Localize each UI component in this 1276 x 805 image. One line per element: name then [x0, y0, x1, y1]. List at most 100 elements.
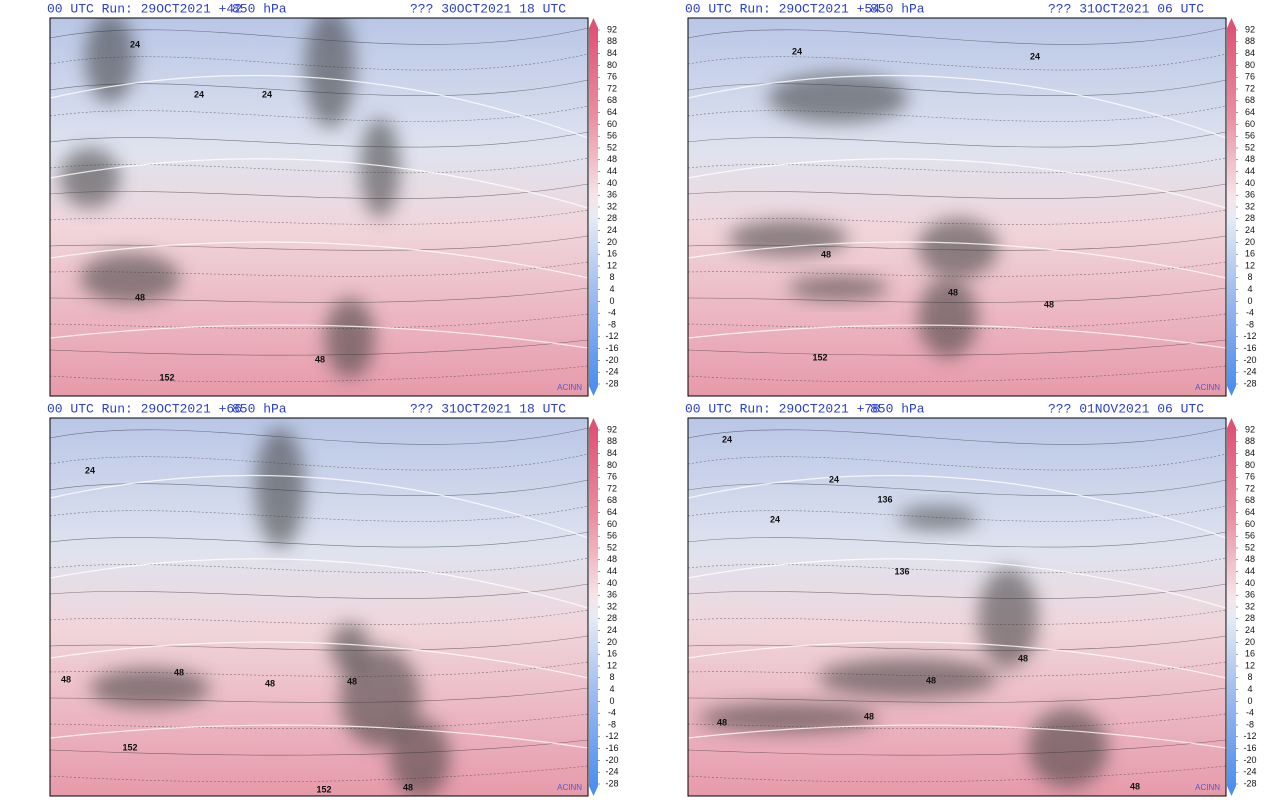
colorbar-label: 0: [1247, 696, 1252, 706]
map-frame: [49, 417, 589, 797]
isohypse: [50, 724, 588, 749]
contour-label: 48: [61, 674, 71, 684]
colorbar-label: 56: [1245, 131, 1255, 141]
colorbar-label: -28: [605, 778, 618, 788]
header-valid: ??? 01NOV2021 06 UTC: [1048, 401, 1204, 416]
contour: [688, 209, 1226, 225]
colorbar-label: 72: [607, 83, 617, 93]
isohypse: [50, 241, 588, 279]
shading: [818, 658, 998, 698]
colorbar-label: 80: [607, 60, 617, 70]
isohypse: [688, 641, 1226, 679]
colorbar-label: -28: [1243, 378, 1256, 388]
contour-label: 136: [894, 566, 909, 576]
colorbar-label: -12: [605, 331, 618, 341]
colorbar-label: 32: [607, 201, 617, 211]
colorbar-label: 44: [607, 566, 617, 576]
contour-label: 152: [316, 784, 331, 794]
isohypse: [688, 74, 1226, 139]
colorbar-label: 80: [1245, 60, 1255, 70]
contour: [50, 261, 588, 277]
colorbar-label: -24: [1243, 767, 1256, 777]
contour: [50, 583, 588, 599]
colorbar-label: 40: [1245, 578, 1255, 588]
colorbar-label: 36: [607, 190, 617, 200]
shading: [305, 18, 355, 128]
contour: [50, 209, 588, 225]
colorbar-label: 92: [607, 424, 617, 434]
contour: [688, 739, 1226, 756]
colorbar-label: 8: [1247, 672, 1252, 682]
header-run: 00 UTC Run: 29OCT2021 +54: [685, 1, 880, 16]
colorbar-label: 32: [1245, 601, 1255, 611]
colorbar-label: -8: [1246, 319, 1254, 329]
contour-label: 24: [85, 465, 95, 475]
colorbar-label: 40: [607, 178, 617, 188]
colorbar-label: 52: [607, 142, 617, 152]
contour: [688, 53, 1226, 71]
map-background: [50, 418, 588, 796]
contour: [688, 339, 1226, 356]
colorbar-label: 60: [1245, 119, 1255, 129]
colorbar-label: 88: [607, 36, 617, 46]
map-background: [688, 418, 1226, 796]
contour: [50, 27, 588, 45]
isohypse: [50, 324, 588, 349]
shading: [728, 220, 848, 256]
colorbar-label: 76: [607, 72, 617, 82]
colorbar-label: 56: [607, 131, 617, 141]
colorbar-label: -20: [605, 755, 618, 765]
colorbar-arrow: [589, 786, 598, 796]
isohypse: [50, 74, 588, 139]
contour-label: 48: [135, 292, 145, 302]
header-level: 850 hPa: [870, 1, 925, 16]
colorbar-label: -24: [605, 367, 618, 377]
contour: [688, 479, 1226, 497]
shading: [1028, 708, 1108, 788]
colorbar-label: -4: [608, 308, 616, 318]
colorbar-label: 44: [1245, 166, 1255, 176]
contour: [688, 313, 1226, 330]
colorbar-label: 52: [1245, 542, 1255, 552]
contour: [688, 505, 1226, 522]
colorbar-label: 28: [607, 213, 617, 223]
colorbar-label: 0: [609, 696, 614, 706]
colorbar-label: 72: [607, 483, 617, 493]
map-field: [50, 418, 588, 796]
isohypse: [688, 241, 1226, 279]
colorbar-label: -12: [605, 731, 618, 741]
contour-label: 152: [122, 742, 137, 752]
credit: ACINN: [557, 383, 582, 392]
colorbar-label: 0: [1247, 296, 1252, 306]
colorbar-label: 92: [607, 24, 617, 34]
credit: ACINN: [557, 783, 582, 792]
colorbar-label: 68: [1245, 95, 1255, 105]
colorbar-label: 8: [609, 672, 614, 682]
shading: [90, 668, 210, 708]
contour-label: 24: [792, 46, 802, 56]
contour: [50, 635, 588, 651]
isohypse: [50, 558, 588, 609]
colorbar-label: 8: [1247, 272, 1252, 282]
map-field: [688, 418, 1226, 796]
contour: [50, 427, 588, 445]
isohypse: [688, 558, 1226, 609]
colorbar-label: 76: [1245, 72, 1255, 82]
colorbar-label: 84: [1245, 48, 1255, 58]
contour-label: 48: [821, 249, 831, 259]
colorbar-label: 72: [1245, 483, 1255, 493]
shading: [918, 218, 998, 278]
map-field: [688, 18, 1226, 396]
colorbar-label: -8: [1246, 719, 1254, 729]
colorbar-label: 60: [607, 119, 617, 129]
contour: [50, 79, 588, 97]
contour: [688, 765, 1226, 783]
colorbar-label: 20: [1245, 237, 1255, 247]
colorbar-label: -16: [1243, 743, 1256, 753]
colorbar-label: -20: [605, 355, 618, 365]
colorbar-label: 4: [609, 684, 614, 694]
colorbar-arrow: [1227, 418, 1236, 428]
